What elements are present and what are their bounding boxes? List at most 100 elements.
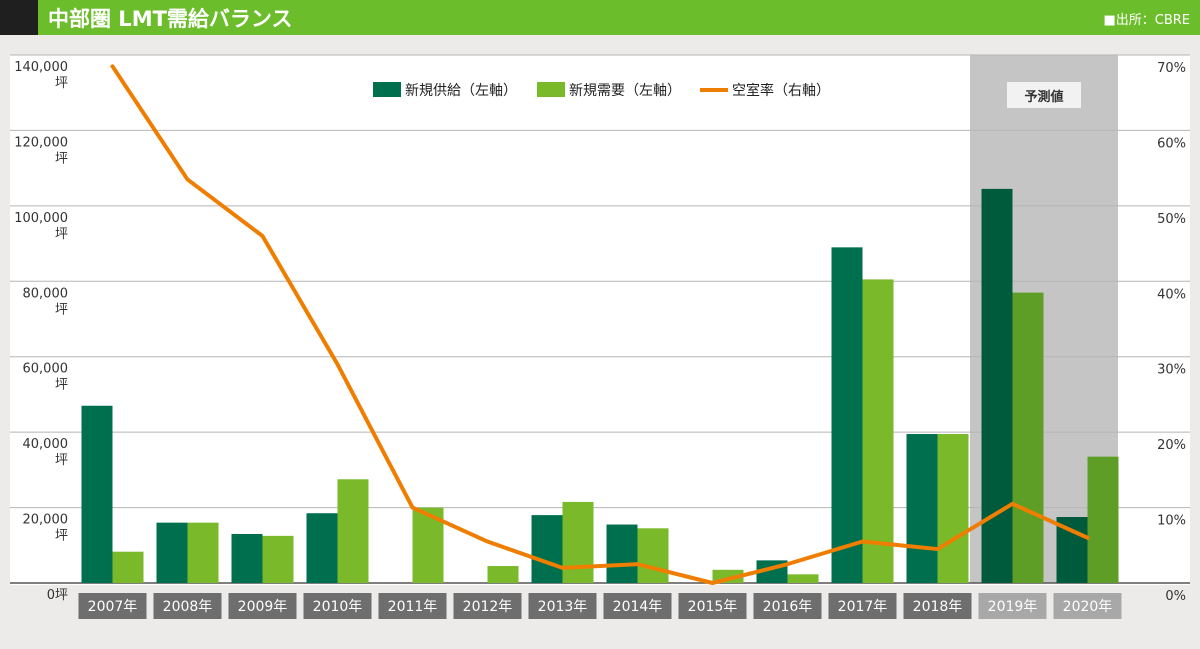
- x-label-box: [978, 593, 1047, 619]
- x-tick-label: 2012年: [463, 599, 513, 615]
- legend-label-supply: 新規供給（左軸）: [405, 83, 517, 99]
- y-left-tick-label: 140,000: [14, 60, 68, 75]
- x-tick-label: 2016年: [763, 599, 813, 615]
- x-label-box: [678, 593, 747, 619]
- x-label-box: [228, 593, 297, 619]
- bar-demand: [1012, 292, 1044, 583]
- legend-swatch-supply: [373, 82, 401, 97]
- bar-demand: [937, 434, 969, 583]
- bar-demand: [112, 551, 144, 583]
- chart-title: 中部圏 LMT需給バランス: [48, 7, 293, 31]
- bar-demand: [562, 501, 594, 583]
- x-tick-label: 2018年: [913, 599, 963, 615]
- x-label-box: [453, 593, 522, 619]
- x-tick-label: 2009年: [238, 599, 288, 615]
- x-tick-label: 2014年: [613, 599, 663, 615]
- bar-supply: [306, 513, 338, 583]
- vacancy-point: [337, 363, 338, 365]
- bar-demand: [262, 535, 294, 583]
- x-label-box: [528, 593, 597, 619]
- vacancy-point: [787, 563, 788, 565]
- legend-label-vacancy: 空室率（右軸）: [732, 82, 830, 99]
- bar-supply: [831, 247, 863, 584]
- bar-supply: [231, 533, 263, 583]
- bar-supply: [81, 405, 113, 583]
- x-tick-label: 2015年: [688, 599, 738, 615]
- vacancy-point: [637, 563, 638, 565]
- x-label-box: [603, 593, 672, 619]
- x-label-box: [78, 593, 147, 619]
- vacancy-point: [262, 235, 263, 237]
- x-label-box: [303, 593, 372, 619]
- vacancy-point: [712, 582, 713, 584]
- header-bar: [0, 0, 1200, 35]
- x-label-box: [753, 593, 822, 619]
- x-tick-label: 2010年: [313, 599, 363, 615]
- bar-supply: [156, 522, 188, 583]
- y-left-tick-label: 0坪: [47, 588, 68, 603]
- vacancy-point: [112, 65, 113, 67]
- bar-demand: [487, 566, 519, 583]
- x-label-box: [828, 593, 897, 619]
- y-left-unit-label: 坪: [55, 453, 68, 468]
- y-left-tick-label: 60,000: [23, 362, 69, 377]
- y-right-tick-label: 0%: [1165, 589, 1186, 604]
- vacancy-point: [562, 567, 563, 569]
- vacancy-line: [110, 64, 1090, 585]
- source-note: ■出所：CBRE: [1103, 13, 1190, 28]
- bar-demand: [1087, 456, 1119, 583]
- y-right-tick-label: 40%: [1157, 287, 1186, 302]
- x-label-box: [903, 593, 972, 619]
- y-left-unit-label: 坪: [55, 529, 68, 544]
- y-right-tick-label: 60%: [1157, 136, 1186, 151]
- y-left-unit-label: 坪: [55, 151, 68, 166]
- x-tick-label: 2011年: [388, 599, 438, 615]
- legend-label-demand: 新規需要（左軸）: [569, 83, 681, 99]
- x-tick-label: 2019年: [988, 599, 1038, 615]
- bar-supply: [981, 188, 1013, 583]
- y-left-tick-label: 80,000: [23, 286, 69, 301]
- bar-supply: [531, 515, 563, 583]
- legend-swatch-demand: [537, 82, 565, 97]
- bar-demand: [337, 479, 369, 583]
- vacancy-point: [1012, 503, 1013, 505]
- vacancy-point: [862, 541, 863, 543]
- bar-supply: [906, 434, 938, 583]
- forecast-label: 予測値: [1024, 89, 1063, 105]
- y-left-unit-label: 坪: [55, 227, 68, 242]
- x-tick-label: 2013年: [538, 599, 588, 615]
- x-label-box: [153, 593, 222, 619]
- bar-demand: [187, 522, 219, 583]
- x-tick-label: 2007年: [88, 599, 138, 615]
- y-left-tick-label: 100,000: [14, 211, 68, 226]
- bar-demand: [637, 528, 669, 583]
- vacancy-point: [412, 507, 413, 509]
- bar-demand: [862, 279, 894, 583]
- x-tick-label: 2017年: [838, 599, 888, 615]
- x-tick-label: 2008年: [163, 599, 213, 615]
- vacancy-point: [937, 548, 938, 550]
- y-left-unit-label: 坪: [55, 378, 68, 393]
- y-right-tick-label: 70%: [1157, 61, 1186, 76]
- y-right-tick-label: 20%: [1157, 438, 1186, 453]
- header-mark: [0, 0, 38, 35]
- y-left-unit-label: 坪: [55, 302, 68, 317]
- y-right-tick-label: 10%: [1157, 514, 1186, 529]
- forecast-label-box: [1007, 82, 1081, 108]
- bar-supply: [606, 524, 638, 583]
- vacancy-point: [1087, 537, 1088, 539]
- y-left-tick-label: 20,000: [23, 513, 69, 528]
- bar-demand: [787, 574, 819, 583]
- y-left-unit-label: 坪: [55, 76, 68, 91]
- y-left-tick-label: 40,000: [23, 437, 69, 452]
- y-right-tick-label: 50%: [1157, 212, 1186, 227]
- x-tick-label: 2020年: [1063, 599, 1113, 615]
- vacancy-point: [487, 541, 488, 543]
- y-left-tick-label: 120,000: [14, 135, 68, 150]
- vacancy-point: [187, 178, 188, 180]
- x-label-box: [1053, 593, 1122, 619]
- y-right-tick-label: 30%: [1157, 363, 1186, 378]
- x-label-box: [378, 593, 447, 619]
